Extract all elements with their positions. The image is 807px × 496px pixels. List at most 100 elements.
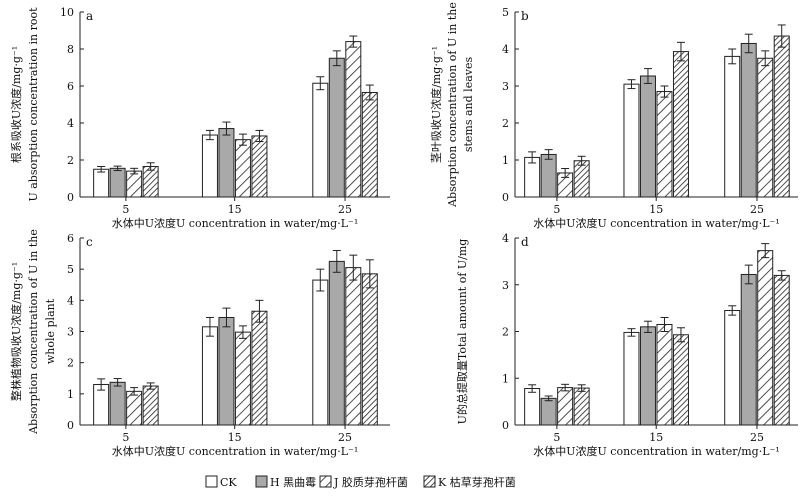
bar [656,91,673,198]
y-tick-label: 0 [502,419,509,432]
y-axis-title: 根系吸收U浓度/mg·g⁻¹ [9,46,23,163]
legend-swatch [319,475,332,488]
bar [672,334,689,426]
y-axis-title: 茎叶吸收U浓度/mg·g⁻¹ [429,46,443,163]
y-tick-label: 5 [67,263,74,276]
y-tick-label: 0 [502,191,509,204]
y-tick-label: 5 [502,6,509,19]
bar [623,83,640,198]
y-tick-label: 1 [502,372,509,385]
y-axis-title: U absorption concentration in root [27,7,40,202]
bar [126,390,143,426]
bar [573,160,590,198]
bar [757,57,774,198]
x-axis-title: 水体中U浓度U concentration in water/mg·L⁻¹ [533,444,780,458]
y-tick-label: 4 [502,43,509,56]
y-tick-label: 6 [67,80,74,93]
bar [540,153,557,198]
y-tick-label: 1 [502,154,509,167]
x-tick-label: 15 [228,203,242,216]
legend-swatch [423,475,436,488]
bar [201,134,218,198]
bar [251,310,268,426]
y-tick-label: 3 [502,80,509,93]
bar [573,387,590,426]
x-tick-label: 25 [750,203,764,216]
bar [312,82,329,198]
bar [361,91,378,198]
bar [251,135,268,198]
legend-item-h: H 黑曲霉 [255,475,316,489]
legend-swatch [255,475,268,488]
bar [109,167,126,198]
bar [345,267,362,426]
y-tick-label: 10 [60,6,74,19]
bar [724,55,741,198]
x-axis-title: 水体中U浓度U concentration in water/mg·L⁻¹ [533,216,780,230]
y-tick-label: 4 [502,232,509,245]
x-tick-label: 25 [338,431,352,444]
y-axis-title: 整株植物吸收U浓度/mg·g⁻¹ [9,262,23,401]
x-tick-label: 5 [122,431,129,444]
bar [524,388,541,426]
y-tick-label: 4 [67,117,74,130]
y-axis-title: Absorption concentration of U in the [446,2,459,208]
panel-letter: b [521,9,529,23]
y-tick-label: 2 [502,117,509,130]
y-tick-label: 2 [67,154,74,167]
y-tick-label: 2 [67,357,74,370]
y-axis-title: U的总提取量Total amount of U/mg [455,239,469,425]
legend-label: K 枯草芽孢杆菌 [438,475,516,489]
bar [142,165,159,198]
x-tick-label: 25 [338,203,352,216]
y-tick-label: 2 [502,326,509,339]
x-tick-label: 15 [228,431,242,444]
bar [345,41,362,198]
panel-letter: d [521,235,529,249]
bar [328,260,345,426]
x-tick-label: 5 [553,431,560,444]
y-tick-label: 0 [67,419,74,432]
bar [540,397,557,426]
bar [557,387,574,426]
bar [234,331,251,426]
bar [93,168,110,198]
bar [201,326,218,426]
y-tick-label: 3 [67,326,74,339]
panel-letter: a [86,9,93,23]
legend-item-ck: CK [205,475,237,489]
bar [773,274,790,426]
bar [639,326,656,426]
x-tick-label: 25 [750,431,764,444]
x-tick-label: 5 [122,203,129,216]
bar [234,139,251,198]
x-tick-label: 15 [649,203,663,216]
y-axis-title: whole plant [44,298,57,364]
y-axis-title: Absorption concentration of U in the [27,229,40,435]
x-axis-title: 水体中U浓度U concentration in water/mg·L⁻¹ [112,444,359,458]
bar [218,128,235,198]
y-tick-label: 1 [67,388,74,401]
bar [724,309,741,426]
legend-label: H 黑曲霉 [270,476,316,489]
legend-label: CK [220,476,237,489]
bar [757,250,774,426]
y-axis-title: stems and leaves [462,57,475,153]
bar [623,331,640,426]
chart-legend: CK H 黑曲霉 J 胶质芽孢杆菌 K 枯草芽孢杆菌 [205,475,516,489]
x-axis-title: 水体中U浓度U concentration in water/mg·L⁻¹ [112,216,359,230]
bar [109,381,126,426]
bar [672,51,689,198]
x-tick-label: 15 [649,431,663,444]
legend-swatch [205,475,218,488]
y-tick-label: 6 [67,232,74,245]
legend-item-k: K 枯草芽孢杆菌 [423,475,516,489]
bar [656,323,673,426]
y-tick-label: 3 [502,279,509,292]
bar [740,273,757,426]
bar [639,75,656,198]
